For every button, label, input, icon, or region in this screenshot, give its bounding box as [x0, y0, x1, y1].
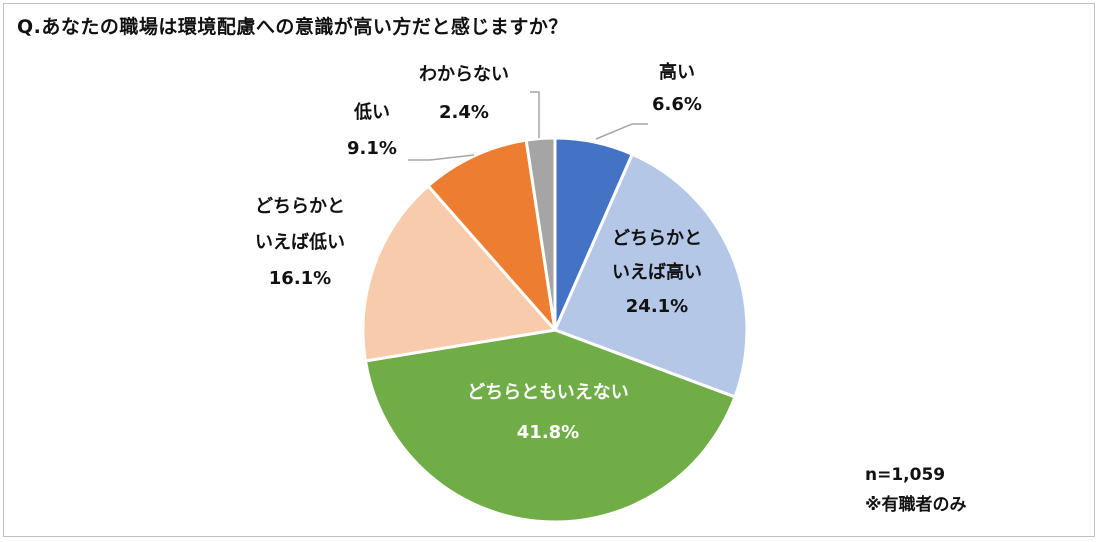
slice-category-label: どちらかと — [612, 228, 702, 249]
chart-note: n=1,059 ※有職者のみ — [865, 460, 967, 520]
slice-value-label: 41.8% — [517, 422, 579, 443]
slice-category-label: 高い — [659, 61, 695, 83]
leader-line — [408, 154, 475, 161]
sample-size: n=1,059 — [865, 465, 946, 485]
slice-category-label: いえば低い — [255, 231, 345, 253]
respondent-scope: ※有職者のみ — [865, 495, 967, 515]
pie-slice — [553, 152, 749, 399]
chart-title: Q.あなたの職場は環境配慮への意識が高い方だと感じますか？ — [17, 16, 568, 38]
slice-value-label: 6.6% — [652, 94, 702, 115]
slice-category-label: どちらかと — [255, 196, 345, 217]
pie-slice — [361, 184, 557, 363]
pie-slice — [426, 138, 557, 332]
slice-value-label: 2.4% — [439, 102, 489, 123]
slice-value-label: 9.1% — [347, 138, 397, 159]
slice-category-label: 低い — [353, 101, 390, 123]
slice-value-label: 16.1% — [269, 268, 331, 289]
leader-line — [595, 123, 648, 140]
leader-line — [530, 91, 540, 138]
pie-slice — [364, 328, 737, 524]
pie-slice — [524, 136, 557, 332]
slice-category-label: いえば高い — [612, 261, 702, 283]
slice-value-label: 24.1% — [626, 296, 688, 317]
slice-category-label: どちらともいえない — [467, 382, 629, 403]
slice-category-label: わからない — [419, 64, 509, 85]
